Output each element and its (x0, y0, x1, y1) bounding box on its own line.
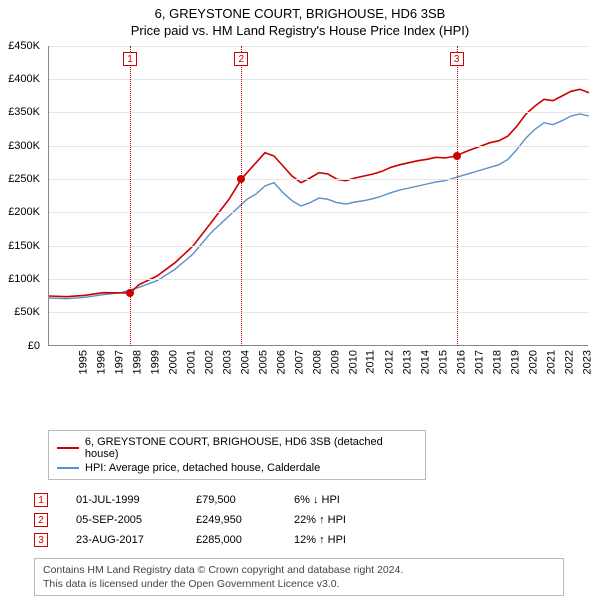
x-axis-label: 2008 (311, 350, 323, 374)
y-axis-label: £100K (8, 273, 40, 285)
x-axis-label: 2007 (293, 350, 305, 374)
sale-row-delta: 12% ↑ HPI (294, 534, 374, 546)
x-axis-label: 2003 (221, 350, 233, 374)
x-axis-label: 1995 (77, 350, 89, 374)
legend-swatch-blue (57, 467, 79, 469)
footer-line1: Contains HM Land Registry data © Crown c… (43, 563, 555, 577)
page-container: 6, GREYSTONE COURT, BRIGHOUSE, HD6 3SB P… (0, 0, 600, 590)
y-axis-label: £450K (8, 40, 40, 52)
x-axis-label: 2019 (509, 350, 521, 374)
sale-row-marker: 1 (34, 493, 48, 507)
x-axis-label: 2002 (203, 350, 215, 374)
sale-row-marker: 3 (34, 533, 48, 547)
x-axis-label: 2018 (491, 350, 503, 374)
x-axis-label: 1997 (113, 350, 125, 374)
x-axis-label: 2016 (455, 350, 467, 374)
legend-label-hpi: HPI: Average price, detached house, Cald… (85, 462, 320, 474)
footer-line2: This data is licensed under the Open Gov… (43, 577, 555, 591)
plot-area: 1 2 3 (48, 46, 588, 346)
sale-row-marker: 2 (34, 513, 48, 527)
sales-table: 1 01-JUL-1999 £79,500 6% ↓ HPI 2 05-SEP-2005 £… (34, 490, 600, 550)
sale-marker-box: 1 (123, 52, 137, 66)
x-axis-label: 2012 (383, 350, 395, 374)
x-axis-label: 2009 (329, 350, 341, 374)
legend-row-property: 6, GREYSTONE COURT, BRIGHOUSE, HD6 3SB (… (57, 435, 417, 461)
footer-attribution: Contains HM Land Registry data © Crown c… (34, 558, 564, 596)
x-axis-label: 2023 (581, 350, 593, 374)
chart-area: 123 £0£50K£100K£150K£200K£250K£300K£350K… (48, 46, 588, 386)
y-axis-label: £400K (8, 73, 40, 85)
x-axis-label: 2017 (473, 350, 485, 374)
y-axis-label: £250K (8, 173, 40, 185)
y-axis-label: £200K (8, 206, 40, 218)
y-axis-label: £300K (8, 140, 40, 152)
x-axis-label: 2022 (563, 350, 575, 374)
sale-row-price: £285,000 (196, 534, 266, 546)
sale-row-delta: 6% ↓ HPI (294, 494, 374, 506)
chart-subtitle: Price paid vs. HM Land Registry's House … (0, 23, 600, 40)
sale-dot (453, 152, 461, 160)
sale-row-date: 01-JUL-1999 (76, 494, 168, 506)
sale-vline (241, 46, 242, 346)
y-axis-label: £150K (8, 240, 40, 252)
sale-row-date: 05-SEP-2005 (76, 514, 168, 526)
x-axis-label: 2006 (275, 350, 287, 374)
sale-row-date: 23-AUG-2017 (76, 534, 168, 546)
x-axis-label: 2000 (167, 350, 179, 374)
legend-label-property: 6, GREYSTONE COURT, BRIGHOUSE, HD6 3SB (… (85, 436, 417, 460)
x-axis-label: 1996 (95, 350, 107, 374)
x-axis-label: 2013 (401, 350, 413, 374)
sale-vline (130, 46, 131, 346)
legend: 6, GREYSTONE COURT, BRIGHOUSE, HD6 3SB (… (48, 430, 426, 480)
sale-marker-box: 3 (450, 52, 464, 66)
y-axis-label: £350K (8, 106, 40, 118)
x-axis-label: 2004 (239, 350, 251, 374)
x-axis-label: 2020 (527, 350, 539, 374)
x-axis-label: 1999 (149, 350, 161, 374)
chart-title-address: 6, GREYSTONE COURT, BRIGHOUSE, HD6 3SB (0, 0, 600, 23)
sale-row-price: £79,500 (196, 494, 266, 506)
x-axis-label: 2005 (257, 350, 269, 374)
sale-dot (237, 175, 245, 183)
x-axis-label: 2014 (419, 350, 431, 374)
legend-swatch-red (57, 447, 79, 449)
sale-row: 2 05-SEP-2005 £249,950 22% ↑ HPI (34, 510, 600, 530)
x-axis-label: 2021 (545, 350, 557, 374)
sale-row: 3 23-AUG-2017 £285,000 12% ↑ HPI (34, 530, 600, 550)
x-axis-label: 2001 (185, 350, 197, 374)
x-axis-label: 2011 (365, 350, 377, 374)
sale-row-price: £249,950 (196, 514, 266, 526)
sale-row: 1 01-JUL-1999 £79,500 6% ↓ HPI (34, 490, 600, 510)
y-axis-label: £0 (28, 340, 40, 352)
sale-row-delta: 22% ↑ HPI (294, 514, 374, 526)
x-axis-label: 1998 (131, 350, 143, 374)
x-axis-label: 2015 (437, 350, 449, 374)
legend-row-hpi: HPI: Average price, detached house, Cald… (57, 461, 417, 475)
sale-dot (126, 289, 134, 297)
sale-vline (457, 46, 458, 346)
sale-marker-box: 2 (234, 52, 248, 66)
y-axis-label: £50K (14, 306, 40, 318)
x-axis-label: 2010 (347, 350, 359, 374)
